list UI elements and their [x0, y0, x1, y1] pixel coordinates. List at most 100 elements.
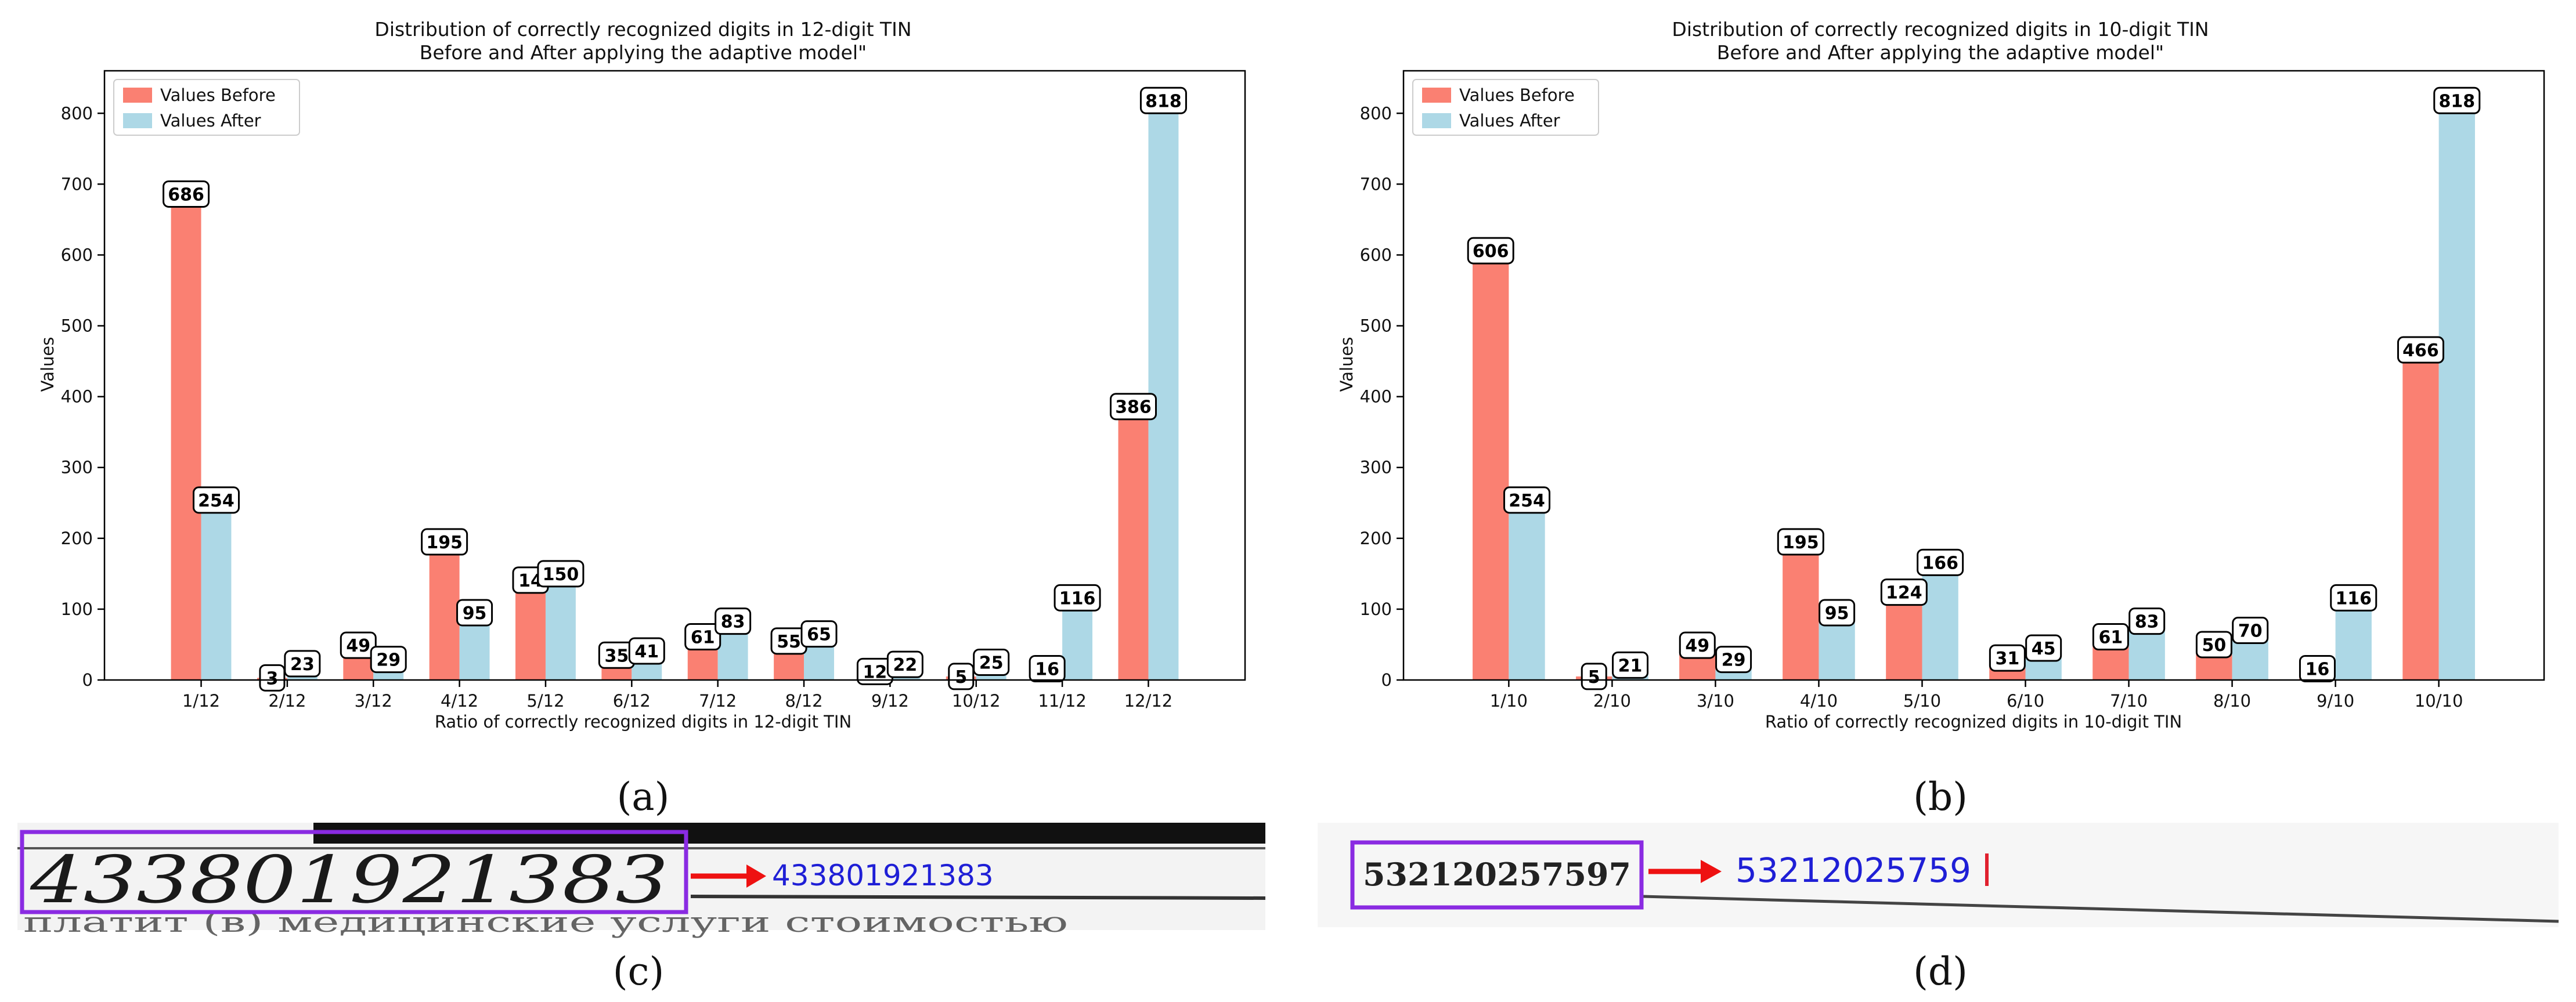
panel-label-d: (d) [1913, 949, 1968, 994]
data-label: 818 [1145, 91, 1182, 111]
recognized-tin: 53212025759 [1736, 851, 1971, 890]
data-label-box [2092, 623, 2129, 651]
legend: Values Before Values After [113, 79, 300, 136]
y-tick-label: 800 [1360, 103, 1392, 123]
chart-subtitle: Before and After applying the adaptive m… [420, 41, 867, 64]
bar-before [1886, 592, 1922, 680]
data-label: 254 [198, 491, 234, 511]
bar-after [545, 573, 576, 680]
x-tick-label: 5/10 [1903, 691, 1941, 711]
data-label: 16 [1035, 659, 1059, 679]
legend-label-after: Values After [1459, 111, 1560, 131]
y-tick-label: 100 [61, 599, 93, 619]
legend-box [1412, 79, 1599, 136]
y-tick-label: 0 [82, 670, 93, 690]
legend-swatch-before [1422, 88, 1451, 103]
panel-label-c: (c) [613, 949, 664, 994]
scan-rule [690, 895, 1266, 900]
data-label-box [1581, 663, 1607, 690]
x-tick-label: 10/10 [2415, 691, 2463, 711]
data-label-box [2330, 584, 2377, 612]
chart-title: Distribution of correctly recognized dig… [374, 18, 911, 41]
printed-tin: 532120257597 [1363, 856, 1631, 893]
data-label-box [886, 650, 923, 678]
data-label-box [537, 560, 585, 588]
data-label: 5 [955, 667, 967, 688]
data-label: 70 [2238, 621, 2263, 642]
x-tick-label: 9/12 [871, 691, 909, 711]
data-label: 50 [2202, 635, 2227, 656]
bar-after [1148, 100, 1179, 681]
data-label: 22 [893, 655, 917, 675]
data-label: 5 [1588, 667, 1600, 688]
y-tick-label: 700 [1360, 174, 1392, 194]
data-label-box [1777, 528, 1824, 556]
data-label: 16 [2306, 659, 2330, 679]
data-label: 166 [1922, 553, 1958, 573]
data-label-box [1139, 86, 1187, 114]
data-label-box [1715, 646, 1752, 674]
bar-after [1922, 562, 1958, 680]
data-label-box [684, 623, 721, 651]
x-tick-label: 5/12 [526, 691, 564, 711]
bar-after [1509, 500, 1545, 680]
data-label-box [948, 663, 975, 690]
bar-before [429, 541, 460, 680]
legend-label-after: Values After [160, 111, 261, 131]
x-tick-label: 3/10 [1697, 691, 1734, 711]
data-label: 61 [691, 628, 715, 648]
data-label-box [2232, 617, 2269, 645]
data-label: 95 [463, 603, 487, 624]
data-label: 195 [1783, 533, 1819, 553]
x-tick-label: 6/10 [2007, 691, 2044, 711]
data-label: 23 [290, 654, 315, 675]
y-tick-label: 100 [1360, 599, 1392, 619]
y-tick-label: 700 [61, 174, 93, 194]
chart-12-digit: Distribution of correctly recognized dig… [38, 18, 1246, 819]
x-axis-label: Ratio of correctly recognized digits in … [435, 712, 852, 732]
legend-box [113, 79, 300, 136]
x-tick-label: 12/12 [1124, 691, 1173, 711]
bar-before [1118, 406, 1149, 680]
data-label: 195 [426, 533, 463, 553]
legend-swatch-before [123, 88, 152, 103]
legend-label-before: Values Before [1459, 85, 1575, 105]
data-label-box [456, 599, 493, 627]
x-tick-label: 10/12 [952, 691, 1001, 711]
x-tick-label: 2/12 [268, 691, 306, 711]
data-label: 25 [979, 653, 1004, 673]
legend-swatch-after [1422, 113, 1451, 128]
data-label-box [192, 486, 240, 514]
data-label-box [2397, 336, 2444, 364]
data-label-box [284, 650, 321, 678]
handwritten-tin: 433801921383 [30, 842, 669, 918]
bar-after [2438, 100, 2475, 681]
plot-frame [103, 70, 1246, 681]
x-tick-label: 4/12 [441, 691, 478, 711]
scan-background [1318, 823, 2559, 927]
x-tick-label: 2/10 [1593, 691, 1631, 711]
x-tick-label: 3/12 [355, 691, 392, 711]
y-tick-label: 500 [1360, 316, 1392, 336]
chart-title: Distribution of correctly recognized dig… [1672, 18, 2209, 41]
highlight-box [1350, 840, 1644, 910]
data-label: 254 [1509, 491, 1545, 511]
data-label: 466 [2402, 341, 2439, 361]
y-tick-label: 800 [61, 103, 93, 123]
example-c: 433801921383 платит (в) медицинские услу… [17, 823, 1266, 994]
bar-after [201, 500, 232, 680]
legend-label-before: Values Before [160, 85, 276, 105]
data-label: 818 [2438, 91, 2475, 111]
data-label: 606 [1473, 241, 1509, 262]
data-label-box [1612, 651, 1649, 679]
data-label: 41 [634, 642, 659, 662]
panel-label-b: (b) [1913, 775, 1968, 819]
bar-after [2335, 598, 2372, 680]
data-label-box [259, 664, 286, 692]
data-label-box [1029, 654, 1066, 682]
x-tick-label: 1/10 [1490, 691, 1528, 711]
legend-swatch-after [123, 113, 152, 128]
